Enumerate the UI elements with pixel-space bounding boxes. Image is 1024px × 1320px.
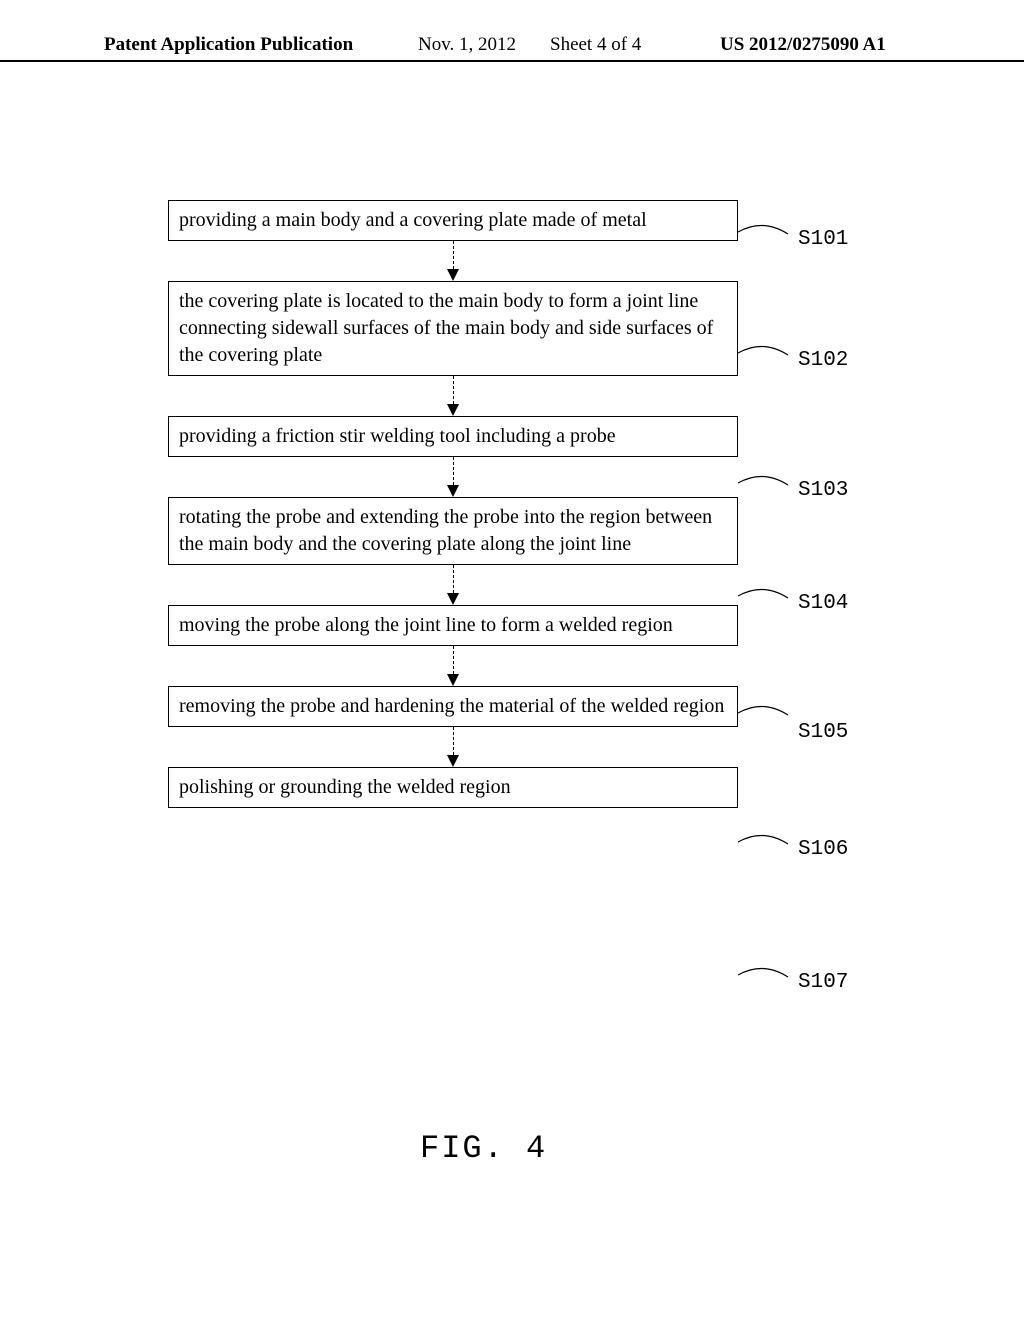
flow-arrow [168,457,738,497]
step-label-s102: S102 [798,349,848,372]
step-label-s103: S103 [798,479,848,502]
step-text: polishing or grounding the welded region [179,776,511,798]
step-box-s105: moving the probe along the joint line to… [168,605,738,646]
arrow-head-icon [447,404,459,416]
step-label-s101: S101 [798,228,848,251]
flow-arrow [168,241,738,281]
header-sheet: Sheet 4 of 4 [550,34,641,56]
header-rule [0,60,1024,92]
header-pub-number: US 2012/0275090 A1 [720,34,886,56]
step-text: the covering plate is located to the mai… [179,290,713,366]
step-text: moving the probe along the joint line to… [179,614,673,636]
figure-caption: FIG. 4 [420,1130,547,1167]
arrow-head-icon [447,755,459,767]
step-text: providing a main body and a covering pla… [179,209,647,231]
step-label-s105: S105 [798,721,848,744]
step-text: rotating the probe and extending the pro… [179,506,712,555]
arrow-line [453,457,454,485]
arrow-head-icon [447,269,459,281]
arrow-line [453,727,454,755]
label-connector-s107 [738,965,798,995]
label-connector-s101 [738,222,798,252]
flow-arrow [168,646,738,686]
step-box-s106: removing the probe and hardening the mat… [168,686,738,727]
flowchart: providing a main body and a covering pla… [168,200,738,808]
step-box-s101: providing a main body and a covering pla… [168,200,738,241]
flow-arrow [168,727,738,767]
label-connector-s102 [738,343,798,373]
arrow-head-icon [447,485,459,497]
step-box-s102: the covering plate is located to the mai… [168,281,738,376]
arrow-line [453,241,454,269]
arrow-line [453,376,454,404]
flow-arrow [168,565,738,605]
step-label-s104: S104 [798,592,848,615]
step-box-s107: polishing or grounding the welded region [168,767,738,808]
step-label-s106: S106 [798,838,848,861]
arrow-head-icon [447,674,459,686]
step-text: providing a friction stir welding tool i… [179,425,616,447]
arrow-line [453,646,454,674]
label-connector-s105 [738,703,798,733]
step-box-s103: providing a friction stir welding tool i… [168,416,738,457]
flow-arrow [168,376,738,416]
step-label-s107: S107 [798,971,848,994]
step-text: removing the probe and hardening the mat… [179,695,724,717]
label-connector-s106 [738,832,798,862]
label-connector-s104 [738,586,798,616]
arrow-head-icon [447,593,459,605]
arrow-line [453,565,454,593]
header-date: Nov. 1, 2012 [418,34,516,56]
step-box-s104: rotating the probe and extending the pro… [168,497,738,565]
header-publication-type: Patent Application Publication [104,34,353,56]
label-connector-s103 [738,473,798,503]
